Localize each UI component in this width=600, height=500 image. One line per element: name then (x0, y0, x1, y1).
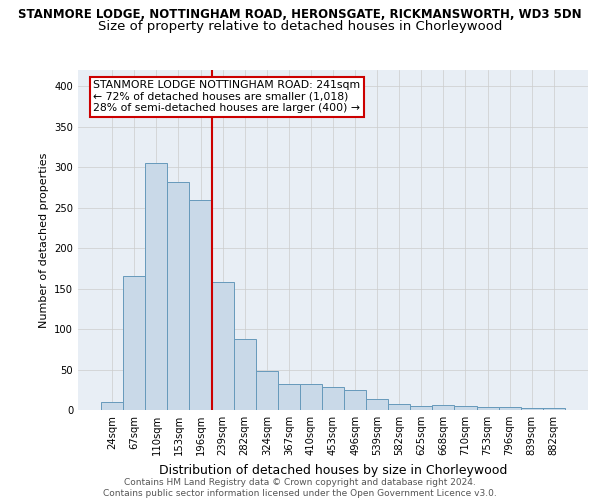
Bar (433, 405, 454, 410)
Bar (521, 408, 543, 410)
Bar (278, 384, 300, 410)
Bar (454, 406, 476, 410)
Bar (388, 404, 410, 410)
Bar (212, 282, 233, 410)
Bar (366, 398, 388, 410)
Bar (123, 276, 145, 410)
Bar (322, 386, 344, 410)
Bar (101, 402, 123, 410)
Text: Contains HM Land Registry data © Crown copyright and database right 2024.
Contai: Contains HM Land Registry data © Crown c… (103, 478, 497, 498)
Bar (300, 384, 322, 410)
Bar (344, 390, 366, 410)
Bar (167, 182, 190, 410)
Text: STANMORE LODGE, NOTTINGHAM ROAD, HERONSGATE, RICKMANSWORTH, WD3 5DN: STANMORE LODGE, NOTTINGHAM ROAD, HERONSG… (18, 8, 582, 20)
Bar (543, 408, 565, 410)
Y-axis label: Number of detached properties: Number of detached properties (38, 152, 49, 328)
Bar (190, 200, 212, 410)
Text: Size of property relative to detached houses in Chorleywood: Size of property relative to detached ho… (98, 20, 502, 33)
Bar (145, 163, 167, 410)
Bar (256, 371, 278, 410)
X-axis label: Distribution of detached houses by size in Chorleywood: Distribution of detached houses by size … (159, 464, 507, 476)
Bar (410, 406, 433, 410)
Bar (499, 407, 521, 410)
Bar (476, 407, 499, 410)
Text: STANMORE LODGE NOTTINGHAM ROAD: 241sqm
← 72% of detached houses are smaller (1,0: STANMORE LODGE NOTTINGHAM ROAD: 241sqm ←… (94, 80, 361, 114)
Bar (233, 339, 256, 410)
